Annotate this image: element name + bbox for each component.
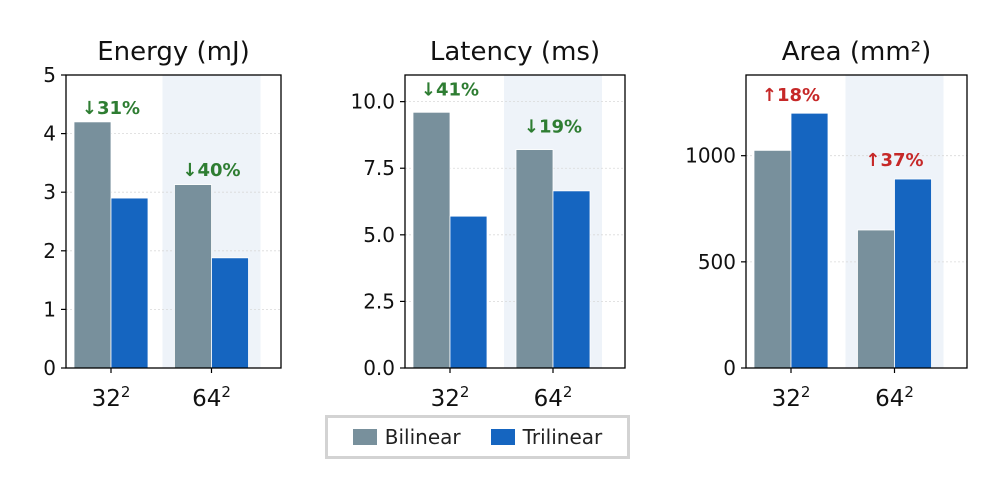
annotation-percent: ↑37% xyxy=(865,150,923,171)
y-tick-label: 10.0 xyxy=(350,90,395,114)
y-tick-label: 1000 xyxy=(685,144,736,168)
bar-bilinear-0 xyxy=(753,149,792,369)
x-tick-label: 322 xyxy=(772,383,811,412)
annotation-percent: ↓19% xyxy=(524,117,582,138)
y-tick-label: 500 xyxy=(698,250,736,274)
legend-swatch-bilinear xyxy=(352,429,377,445)
legend-label-bilinear: Bilinear xyxy=(384,425,461,449)
y-tick-label: 1 xyxy=(43,297,56,321)
legend-entry-bilinear: Bilinear xyxy=(352,425,461,449)
legend-swatch-trilinear xyxy=(490,429,515,445)
bar-trilinear-0 xyxy=(110,197,149,369)
annotation-percent: ↓31% xyxy=(82,98,140,119)
bar-bilinear-1 xyxy=(174,184,212,369)
axes-frame xyxy=(404,74,626,369)
y-tick-label: 5 xyxy=(43,63,56,87)
y-tick-label: 2 xyxy=(43,239,56,263)
bar-trilinear-0 xyxy=(790,112,829,369)
y-tick-label: 5.0 xyxy=(363,223,395,247)
bar-trilinear-1 xyxy=(552,190,591,369)
bar-bilinear-0 xyxy=(73,121,112,369)
legend-label-trilinear: Trilinear xyxy=(522,425,603,449)
y-tick-label: 4 xyxy=(43,122,56,146)
chart-title: Area (mm²) xyxy=(782,37,931,67)
annotation-percent: ↓41% xyxy=(421,79,479,100)
x-tick-label: 642 xyxy=(192,383,231,412)
chart-title: Latency (ms) xyxy=(430,37,600,67)
y-tick-label: 0.0 xyxy=(363,356,395,380)
bar-trilinear-0 xyxy=(449,215,488,369)
bar-bilinear-1 xyxy=(857,229,895,369)
chart-title: Energy (mJ) xyxy=(97,37,250,67)
annotation-percent: ↓40% xyxy=(182,160,240,181)
x-tick-label: 642 xyxy=(534,383,573,412)
y-tick-label: 2.5 xyxy=(363,289,395,313)
y-tick-label: 0 xyxy=(723,356,736,380)
legend-entry-trilinear: Trilinear xyxy=(490,425,603,449)
axes-frame xyxy=(65,74,282,369)
bar-bilinear-1 xyxy=(515,149,554,369)
bar-bilinear-0 xyxy=(412,111,451,369)
bar-trilinear-1 xyxy=(211,257,249,369)
y-tick-label: 0 xyxy=(43,356,56,380)
axes-frame xyxy=(745,74,968,369)
y-tick-label: 7.5 xyxy=(363,156,395,180)
y-tick-label: 3 xyxy=(43,180,56,204)
bar-trilinear-1 xyxy=(894,178,932,369)
x-tick-label: 642 xyxy=(875,383,914,412)
legend: Bilinear Trilinear xyxy=(325,415,630,459)
annotation-percent: ↑18% xyxy=(762,85,820,106)
x-tick-label: 322 xyxy=(431,383,470,412)
x-tick-label: 322 xyxy=(92,383,131,412)
